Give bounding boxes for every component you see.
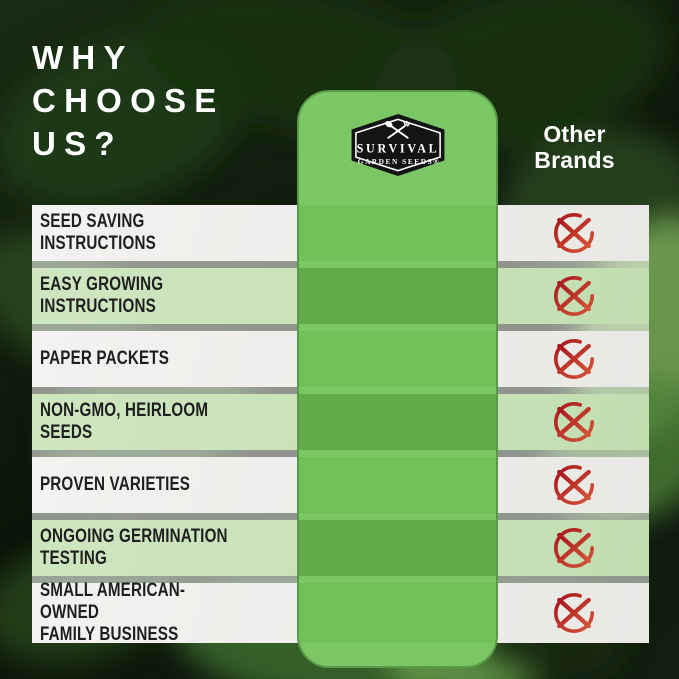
column-band [299, 457, 496, 513]
column-band [299, 583, 496, 643]
column-band [299, 331, 496, 387]
page-title: WHY CHOOSE US? [32, 39, 225, 162]
row-label: NON-GMO, HEIRLOOM SEEDS [40, 400, 209, 443]
shovel-icon [385, 120, 393, 128]
cross-icon [548, 396, 600, 448]
row-label: SMALL AMERICAN-OWNED FAMILY BUSINESS [40, 580, 186, 645]
column-band [299, 268, 496, 324]
logo-text-survival: SURVIVAL [357, 142, 440, 156]
column-band [299, 520, 496, 576]
cross-icon [548, 333, 600, 385]
column-band [299, 394, 496, 450]
cross-icon [548, 522, 600, 574]
row-label: PAPER PACKETS [40, 348, 170, 369]
brand-column: SURVIVAL GARDEN SEEDS® [297, 90, 498, 668]
column-band [299, 205, 496, 261]
crossed-tools-icon [385, 120, 411, 139]
cross-icon [548, 587, 600, 639]
logo-text-garden-seeds: GARDEN SEEDS® [358, 157, 441, 166]
cross-icon [548, 459, 600, 511]
row-label: EASY GROWING INSTRUCTIONS [40, 274, 164, 317]
cross-icon [548, 207, 600, 259]
cross-icon [548, 270, 600, 322]
row-label: PROVEN VARIETIES [40, 474, 191, 495]
row-label: ONGOING GERMINATION TESTING [40, 526, 228, 569]
fork-icon [403, 120, 411, 127]
other-brands-header: Other Brands [534, 121, 615, 173]
row-label: SEED SAVING INSTRUCTIONS [40, 211, 156, 254]
brand-logo-badge: SURVIVAL GARDEN SEEDS® [351, 114, 445, 176]
